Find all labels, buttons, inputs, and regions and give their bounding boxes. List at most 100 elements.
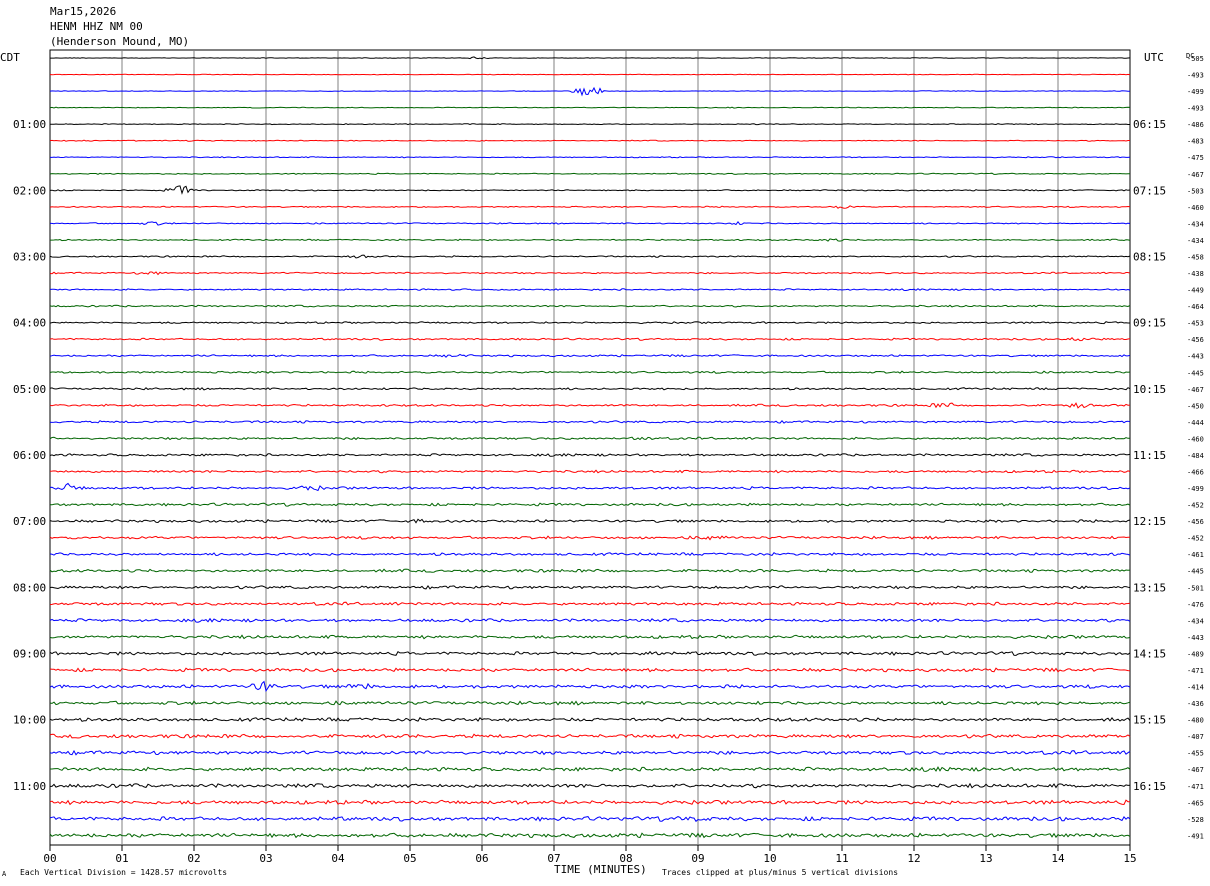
trace-44 [50, 782, 1131, 789]
trace-21 [49, 402, 1131, 409]
x-tick-label-07: 07 [547, 852, 560, 865]
dc-offset-46: -528 [1187, 816, 1204, 824]
left-hour-label-3: 04:00 [13, 317, 46, 330]
right-hour-label-1: 07:15 [1133, 184, 1166, 197]
dc-offset-0: -505 [1187, 55, 1204, 63]
dc-offset-41: -407 [1187, 733, 1204, 741]
trace-23 [49, 436, 1130, 441]
trace-27 [50, 502, 1131, 507]
corner-mark: A [2, 870, 7, 878]
trace-12 [49, 254, 1131, 259]
trace-38 [49, 680, 1131, 693]
right-hour-label-10: 16:15 [1133, 780, 1166, 793]
x-axis-title: TIME (MINUTES) [554, 863, 647, 876]
dc-offset-10: -434 [1187, 220, 1204, 228]
dc-offset-32: -501 [1187, 584, 1204, 592]
dc-offset-24: -484 [1187, 452, 1204, 460]
dc-offset-7: -467 [1187, 171, 1204, 179]
left-hour-label-0: 01:00 [13, 118, 46, 131]
x-tick-label-02: 02 [187, 852, 200, 865]
dc-offset-19: -445 [1187, 369, 1204, 377]
x-tick-label-00: 00 [43, 852, 56, 865]
trace-4 [49, 123, 1130, 126]
dc-offset-33: -476 [1187, 601, 1204, 609]
dc-offset-20: -467 [1187, 386, 1204, 394]
trace-30 [49, 552, 1131, 557]
dc-offset-17: -456 [1187, 336, 1204, 344]
dc-offset-38: -414 [1187, 684, 1204, 692]
x-tick-label-13: 13 [979, 852, 992, 865]
trace-2 [49, 86, 1131, 97]
x-tick-label-10: 10 [763, 852, 776, 865]
dc-offset-22: -444 [1187, 419, 1204, 427]
trace-10 [50, 220, 1131, 226]
dc-offset-47: -491 [1187, 832, 1204, 840]
dc-offset-27: -452 [1187, 502, 1204, 510]
left-hour-label-8: 09:00 [13, 647, 46, 660]
dc-offset-21: -450 [1187, 402, 1204, 410]
dc-offset-9: -460 [1187, 204, 1204, 212]
dc-offset-39: -436 [1187, 700, 1204, 708]
trace-45 [49, 799, 1130, 806]
x-tick-label-05: 05 [403, 852, 416, 865]
dc-offset-31: -445 [1187, 568, 1204, 576]
x-tick-label-03: 03 [259, 852, 272, 865]
dc-offset-12: -458 [1187, 253, 1204, 261]
dc-offset-8: -503 [1187, 187, 1204, 195]
right-hour-label-8: 14:15 [1133, 647, 1166, 660]
right-hour-label-4: 10:15 [1133, 383, 1166, 396]
right-hour-label-0: 06:15 [1133, 118, 1166, 131]
dc-offset-2: -499 [1187, 88, 1204, 96]
trace-43 [50, 766, 1131, 772]
trace-41 [49, 733, 1131, 739]
left-hour-label-7: 08:00 [13, 581, 46, 594]
trace-1 [49, 73, 1131, 76]
left-hour-label-10: 11:00 [13, 780, 46, 793]
left-hour-label-5: 06:00 [13, 449, 46, 462]
trace-8 [49, 185, 1131, 195]
dc-offset-35: -443 [1187, 634, 1204, 642]
left-hour-label-4: 05:00 [13, 383, 46, 396]
trace-5 [49, 139, 1130, 142]
dc-offset-26: -499 [1187, 485, 1204, 493]
trace-29 [49, 535, 1131, 541]
x-tick-label-15: 15 [1123, 852, 1136, 865]
right-zone-label: UTC [1144, 51, 1164, 64]
dc-offset-16: -453 [1187, 320, 1204, 328]
trace-39 [49, 700, 1131, 706]
left-zone-label: CDT [0, 51, 20, 64]
trace-16 [49, 321, 1130, 325]
trace-31 [49, 568, 1131, 573]
dc-offset-3: -493 [1187, 105, 1204, 113]
trace-22 [49, 420, 1131, 424]
dc-offset-34: -434 [1187, 617, 1204, 625]
dc-offset-37: -471 [1187, 667, 1204, 675]
dc-offset-14: -449 [1187, 287, 1204, 295]
header-station: HENM HHZ NM 00 [50, 20, 143, 33]
grid-lines [49, 49, 1131, 851]
trace-7 [49, 172, 1131, 175]
trace-40 [49, 716, 1131, 722]
header-location: (Henderson Mound, MO) [50, 35, 190, 48]
dc-offset-25: -466 [1187, 469, 1204, 477]
x-tick-label-08: 08 [619, 852, 632, 865]
trace-47 [49, 832, 1131, 839]
x-tick-label-09: 09 [691, 852, 704, 865]
trace-35 [49, 634, 1131, 640]
dc-offset-29: -452 [1187, 535, 1204, 543]
trace-28 [49, 518, 1131, 524]
x-tick-label-04: 04 [331, 852, 345, 865]
dc-offset-6: -475 [1187, 154, 1204, 162]
trace-17 [49, 336, 1131, 342]
scale-note: Each Vertical Division = 1428.57 microvo… [20, 868, 228, 877]
trace-32 [49, 584, 1131, 590]
trace-6 [50, 156, 1131, 159]
trace-9 [49, 205, 1131, 209]
right-hour-label-2: 08:15 [1133, 250, 1166, 263]
trace-24 [49, 452, 1131, 457]
dc-offset-5: -483 [1187, 138, 1204, 146]
right-hour-label-6: 12:15 [1133, 515, 1166, 528]
dc-offset-43: -467 [1187, 766, 1204, 774]
trace-14 [49, 288, 1131, 292]
